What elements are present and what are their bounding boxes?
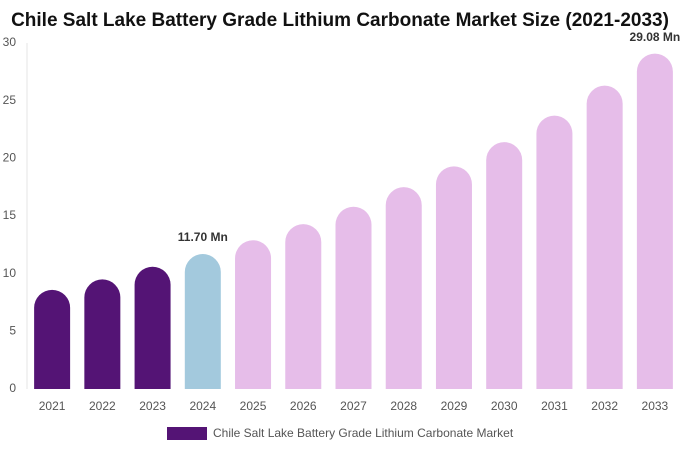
x-tick-label: 2029 bbox=[441, 399, 468, 413]
bar bbox=[34, 289, 71, 389]
value-label: 29.08 Mn bbox=[630, 30, 680, 44]
x-tick-label: 2028 bbox=[390, 399, 417, 413]
bar bbox=[84, 279, 121, 389]
x-tick-label: 2023 bbox=[139, 399, 166, 413]
bar bbox=[385, 187, 422, 389]
bar bbox=[586, 85, 623, 389]
legend-swatch bbox=[167, 427, 207, 440]
bar bbox=[636, 53, 673, 390]
x-tick-label: 2032 bbox=[591, 399, 618, 413]
bar bbox=[435, 166, 472, 389]
legend-label: Chile Salt Lake Battery Grade Lithium Ca… bbox=[213, 426, 514, 440]
x-tick-label: 2025 bbox=[240, 399, 267, 413]
value-label: 11.70 Mn bbox=[178, 230, 228, 244]
x-tick-label: 2021 bbox=[39, 399, 66, 413]
x-tick-label: 2026 bbox=[290, 399, 317, 413]
y-tick-label: 30 bbox=[3, 35, 17, 49]
bar bbox=[486, 142, 523, 389]
bar bbox=[536, 115, 573, 389]
bar bbox=[285, 224, 322, 389]
x-tick-label: 2031 bbox=[541, 399, 568, 413]
chart-title: Chile Salt Lake Battery Grade Lithium Ca… bbox=[11, 10, 669, 31]
y-tick-label: 10 bbox=[3, 266, 17, 280]
x-tick-label: 2022 bbox=[89, 399, 116, 413]
bar bbox=[134, 266, 171, 389]
x-tick-label: 2024 bbox=[189, 399, 216, 413]
x-tick-label: 2030 bbox=[491, 399, 518, 413]
y-tick-label: 0 bbox=[9, 381, 16, 395]
y-tick-label: 25 bbox=[3, 93, 17, 107]
x-tick-label: 2033 bbox=[642, 399, 669, 413]
bar bbox=[235, 240, 272, 389]
bar bbox=[184, 254, 221, 389]
x-tick-label: 2027 bbox=[340, 399, 367, 413]
y-tick-label: 15 bbox=[3, 208, 17, 222]
y-tick-label: 5 bbox=[9, 324, 16, 338]
bar bbox=[335, 206, 372, 389]
y-tick-label: 20 bbox=[3, 151, 17, 165]
